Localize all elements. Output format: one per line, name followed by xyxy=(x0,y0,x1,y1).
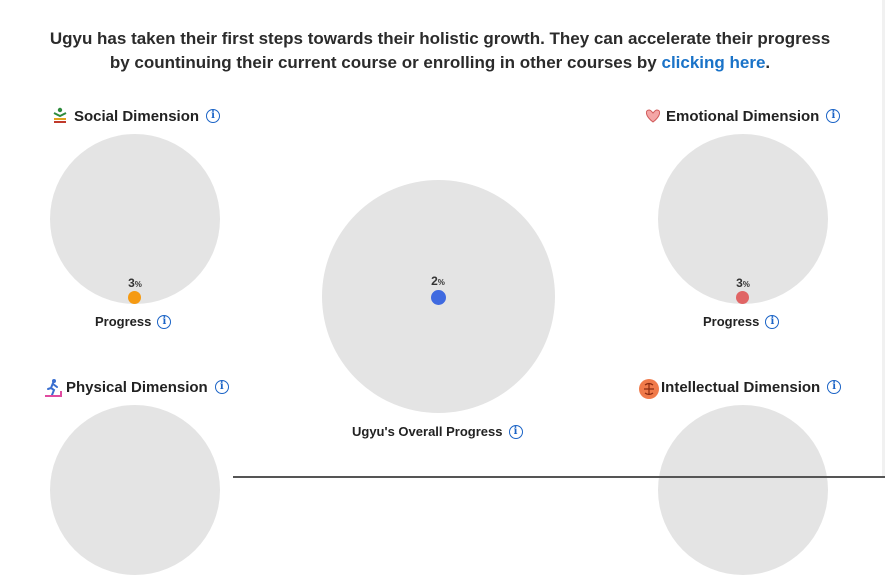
physical-progress-circle xyxy=(50,405,220,575)
intellectual-dimension-title: Intellectual Dimension i xyxy=(638,378,842,399)
emotional-progress-dot xyxy=(736,291,749,304)
social-progress-dot xyxy=(128,291,141,304)
emotional-progress-value: 3% xyxy=(736,276,750,290)
overall-progress-value: 2% xyxy=(431,274,445,288)
clicking-here-link[interactable]: clicking here xyxy=(661,53,766,72)
social-progress-label: Progress i xyxy=(95,314,172,329)
social-progress-value: 3% xyxy=(128,276,142,290)
social-dimension-title: Social Dimension i xyxy=(51,107,221,125)
intellectual-info-icon[interactable]: i xyxy=(827,380,842,394)
brain-icon xyxy=(638,378,659,399)
social-info-icon[interactable]: i xyxy=(206,109,221,123)
physical-dimension-title: Physical Dimension i xyxy=(43,378,229,397)
overall-progress-label: Ugyu's Overall Progress i xyxy=(352,424,523,439)
overall-progress-dot xyxy=(431,290,446,305)
emotional-dimension-title: Emotional Dimension i xyxy=(643,107,841,125)
emotional-progress-label: Progress i xyxy=(703,314,780,329)
runner-icon xyxy=(43,378,62,397)
emotional-progress-info-icon[interactable]: i xyxy=(765,314,780,329)
horizontal-scrollbar[interactable] xyxy=(233,476,885,478)
intellectual-progress-circle xyxy=(658,405,828,575)
overall-progress-info-icon[interactable]: i xyxy=(508,424,523,439)
social-progress-circle xyxy=(50,134,220,304)
emotional-progress-circle xyxy=(658,134,828,304)
emotional-info-icon[interactable]: i xyxy=(826,109,841,123)
social-people-icon xyxy=(51,107,69,125)
intro-text: Ugyu has taken their first steps towards… xyxy=(49,29,831,72)
physical-info-icon[interactable]: i xyxy=(214,380,229,394)
heart-icon xyxy=(643,107,661,125)
vertical-scrollbar[interactable] xyxy=(882,0,885,478)
social-progress-info-icon[interactable]: i xyxy=(157,314,172,329)
